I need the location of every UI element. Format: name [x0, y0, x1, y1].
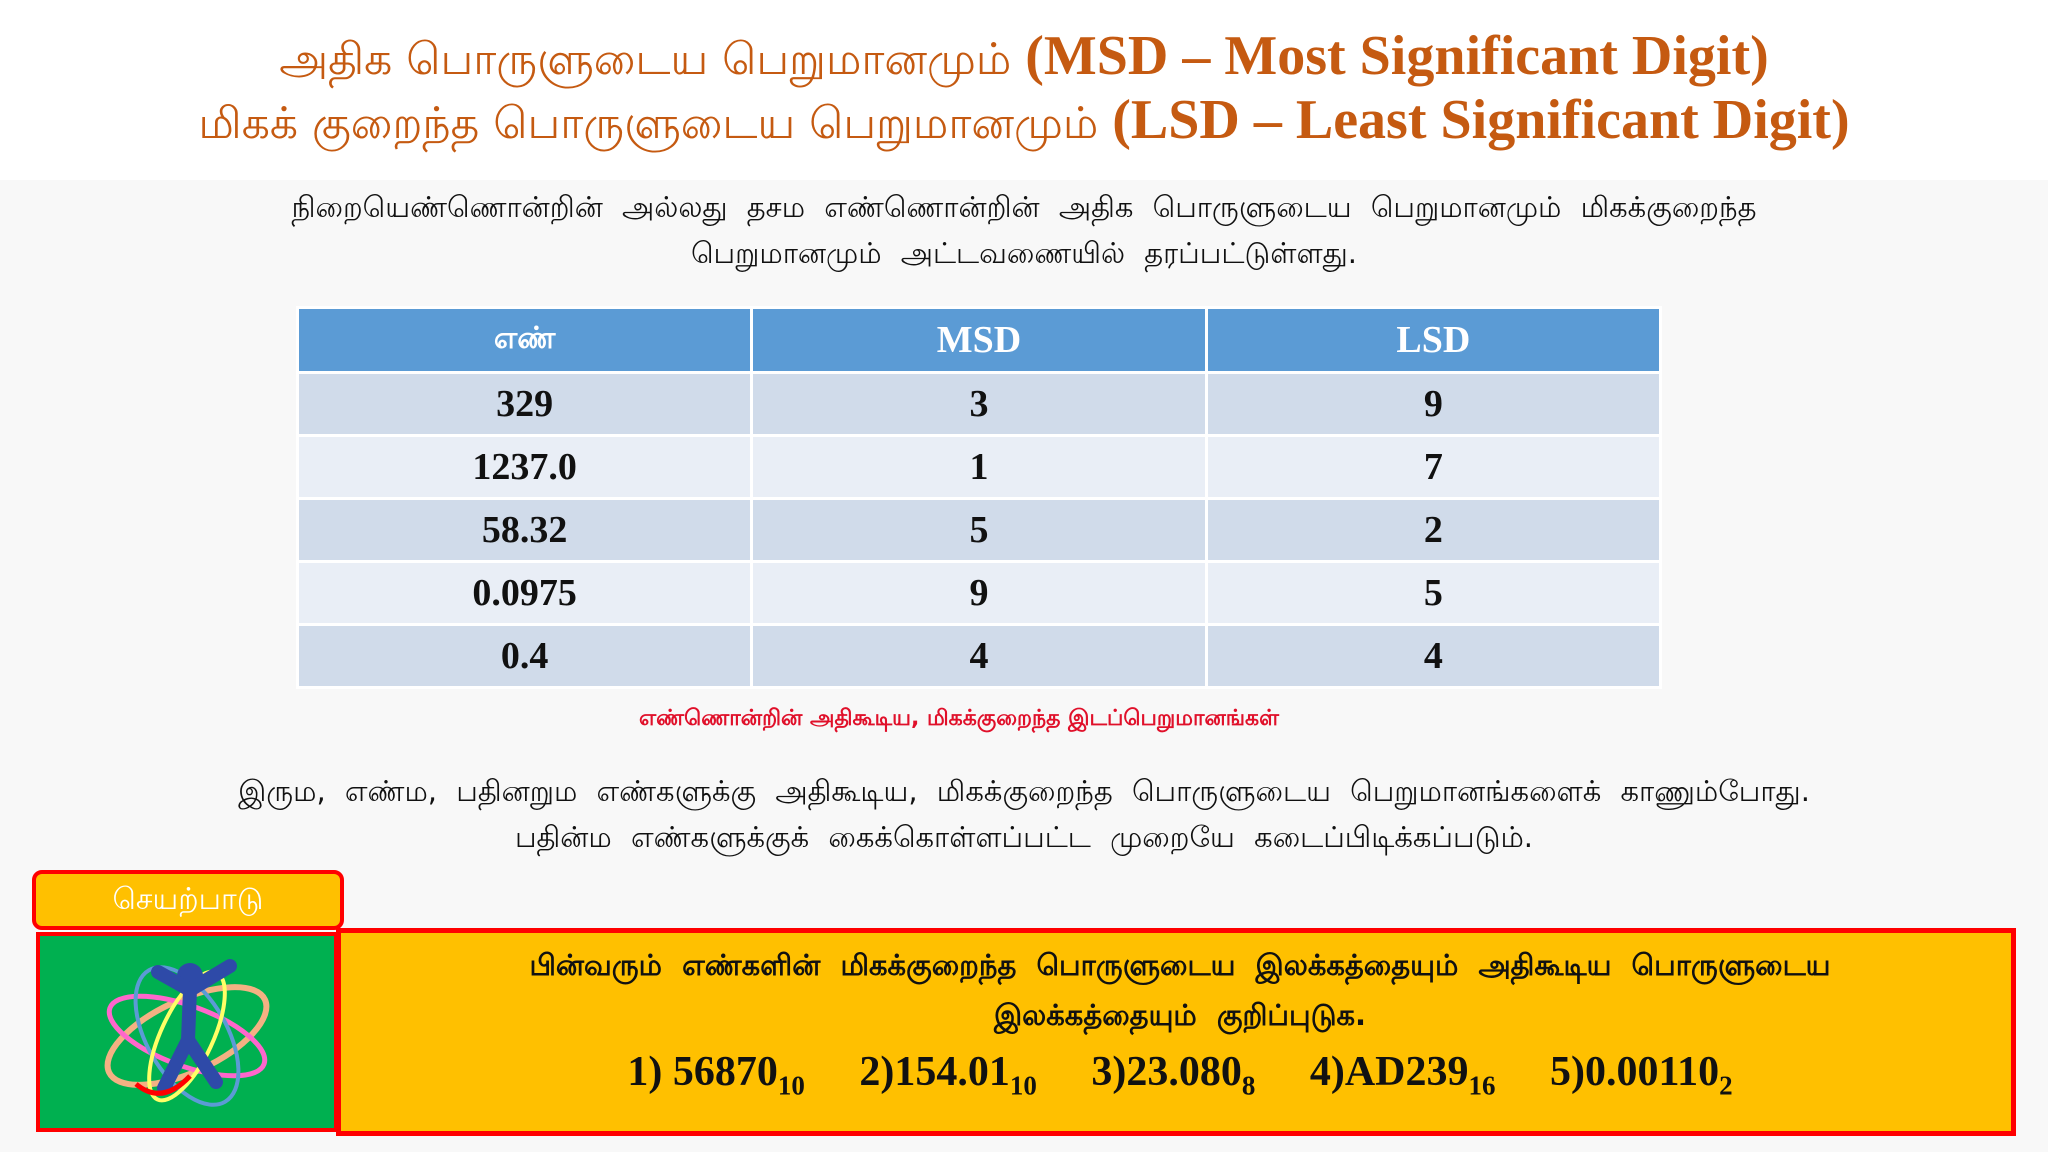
intro-line-1: நிறையெண்ணொன்றின் அல்லது தசம எண்ணொன்றின் … [291, 190, 1757, 224]
note-paragraph: இரும, எண்ம, பதினறும எண்களுக்கு அதிகூடிய,… [60, 768, 1988, 860]
table-row: 1237.0 1 7 [295, 434, 1663, 500]
table-row: 0.0975 9 5 [295, 560, 1663, 626]
cell-lsd: 7 [1204, 434, 1663, 500]
cell-msd: 5 [750, 497, 1208, 563]
table-row: 58.32 5 2 [295, 497, 1663, 563]
activity-label: செயற்பாடு [32, 870, 344, 930]
note-line-1: இரும, எண்ம, பதினறும எண்களுக்கு அதிகூடிய,… [238, 774, 1810, 808]
cell-lsd: 9 [1204, 371, 1663, 437]
title-line-2-tamil: மிகக் குறைந்த பொருளுடைய பெறுமானமும் [198, 98, 1099, 149]
header-number: எண் [295, 306, 754, 374]
dancing-figure-icon [104, 959, 270, 1107]
table-header-row: எண் MSD LSD [295, 306, 1663, 374]
cell-number: 58.32 [295, 497, 754, 563]
intro-paragraph: நிறையெண்ணொன்றின் அல்லது தசம எண்ணொன்றின் … [60, 184, 1988, 276]
table-row: 329 3 9 [295, 371, 1663, 437]
cell-lsd: 2 [1204, 497, 1663, 563]
header-msd: MSD [750, 306, 1208, 374]
exercise-item: 1) 5687010 [627, 1049, 805, 1101]
title-line-2: மிகக் குறைந்த பொருளுடைய பெறுமானமும் (LSD… [0, 88, 2048, 156]
cell-msd: 4 [750, 623, 1208, 689]
cell-number: 329 [295, 371, 754, 437]
activity-image [36, 932, 338, 1132]
cell-msd: 9 [750, 560, 1208, 626]
cell-number: 0.4 [295, 623, 754, 689]
activity-instruction: பின்வரும் எண்களின் மிகக்குறைந்த பொருளுடை… [360, 940, 2000, 1040]
intro-line-2: பெறுமானமும் அட்டவணையில் தரப்பட்டுள்ளது. [690, 236, 1357, 270]
cell-msd: 1 [750, 434, 1208, 500]
cell-lsd: 5 [1204, 560, 1663, 626]
activity-box [336, 928, 2016, 1136]
exercise-item: 3)23.0808 [1091, 1049, 1256, 1101]
exercise-item: 2)154.0110 [859, 1049, 1037, 1101]
title-line-1-tamil: அதிக பொருளுடைய பெறுமானமும் [279, 34, 1012, 85]
header-lsd: LSD [1204, 306, 1663, 374]
note-line-2: பதின்ம எண்களுக்குக் கைக்கொள்ளப்பட்ட முறை… [514, 820, 1534, 854]
exercise-item: 4)AD23916 [1309, 1049, 1496, 1101]
title-line-2-english: (LSD – Least Significant Digit) [1112, 89, 1850, 151]
exercise-item: 5)0.001102 [1549, 1049, 1733, 1101]
cell-number: 1237.0 [295, 434, 754, 500]
cell-number: 0.0975 [295, 560, 754, 626]
activity-line-2: இலக்கத்தையும் குறிப்புடுக. [993, 998, 1367, 1032]
exercise-list: 1) 5687010 2)154.0110 3)23.0808 4)AD2391… [360, 1048, 2000, 1101]
cell-msd: 3 [750, 371, 1208, 437]
table-caption: எண்ணொன்றின் அதிகூடிய, மிகக்குறைந்த இடப்ப… [639, 706, 1279, 731]
cell-lsd: 4 [1204, 623, 1663, 689]
title-line-1-english: (MSD – Most Significant Digit) [1025, 25, 1769, 87]
title-line-1: அதிக பொருளுடைய பெறுமானமும் (MSD – Most S… [0, 24, 2048, 92]
activity-line-1: பின்வரும் எண்களின் மிகக்குறைந்த பொருளுடை… [529, 948, 1831, 982]
table-row: 0.4 4 4 [295, 623, 1663, 689]
msd-lsd-table: எண் MSD LSD 329 3 9 1237.0 1 7 58.32 5 2… [295, 306, 1663, 689]
